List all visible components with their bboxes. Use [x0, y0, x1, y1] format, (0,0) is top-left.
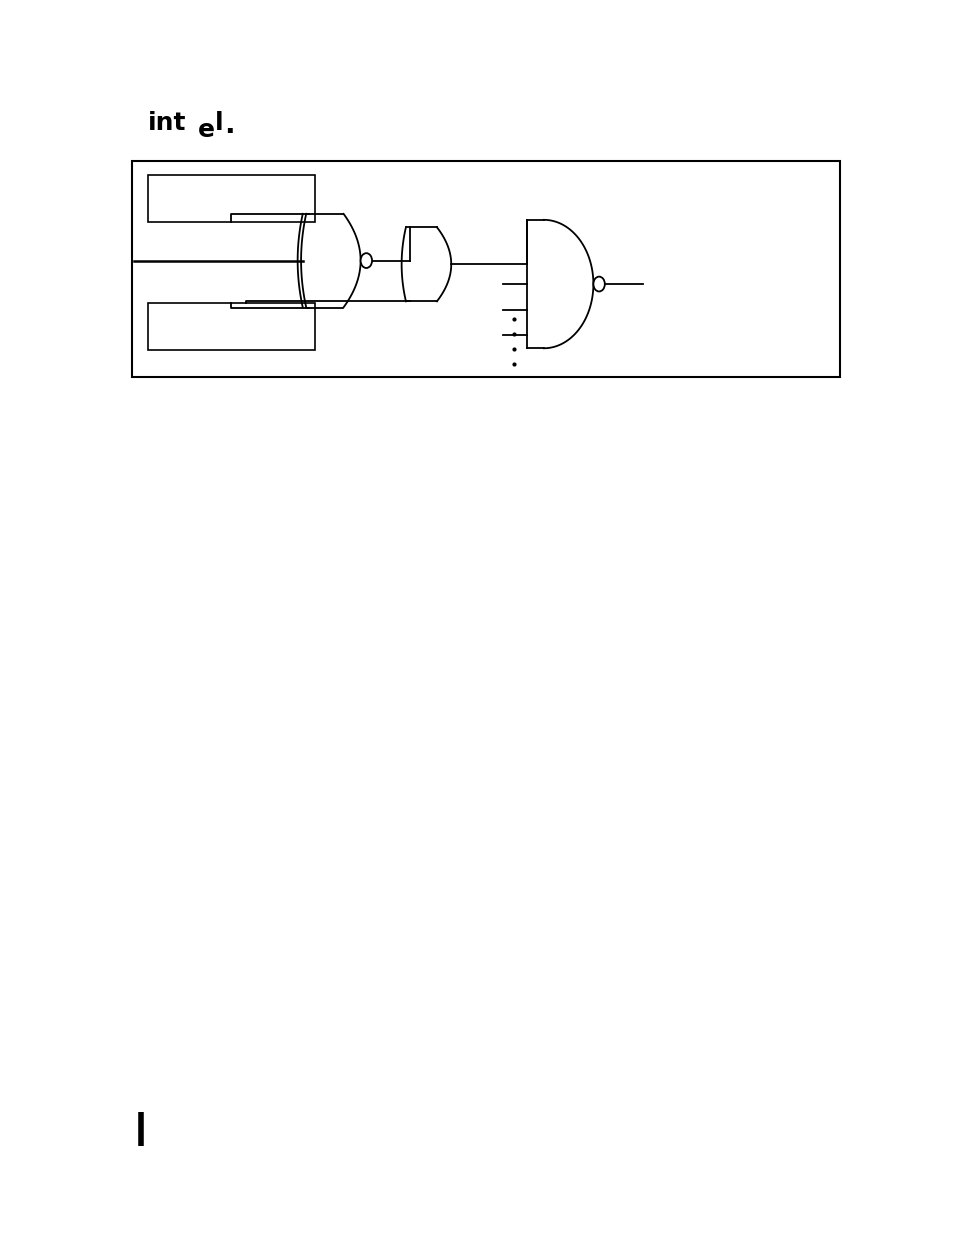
Bar: [132, 161, 839, 377]
Circle shape: [593, 277, 604, 291]
Bar: [148, 303, 314, 350]
Circle shape: [360, 253, 372, 268]
Text: l: l: [214, 111, 223, 135]
Text: e: e: [197, 119, 214, 142]
Bar: [148, 175, 314, 222]
Text: int: int: [148, 111, 186, 135]
Text: .: .: [224, 111, 234, 140]
